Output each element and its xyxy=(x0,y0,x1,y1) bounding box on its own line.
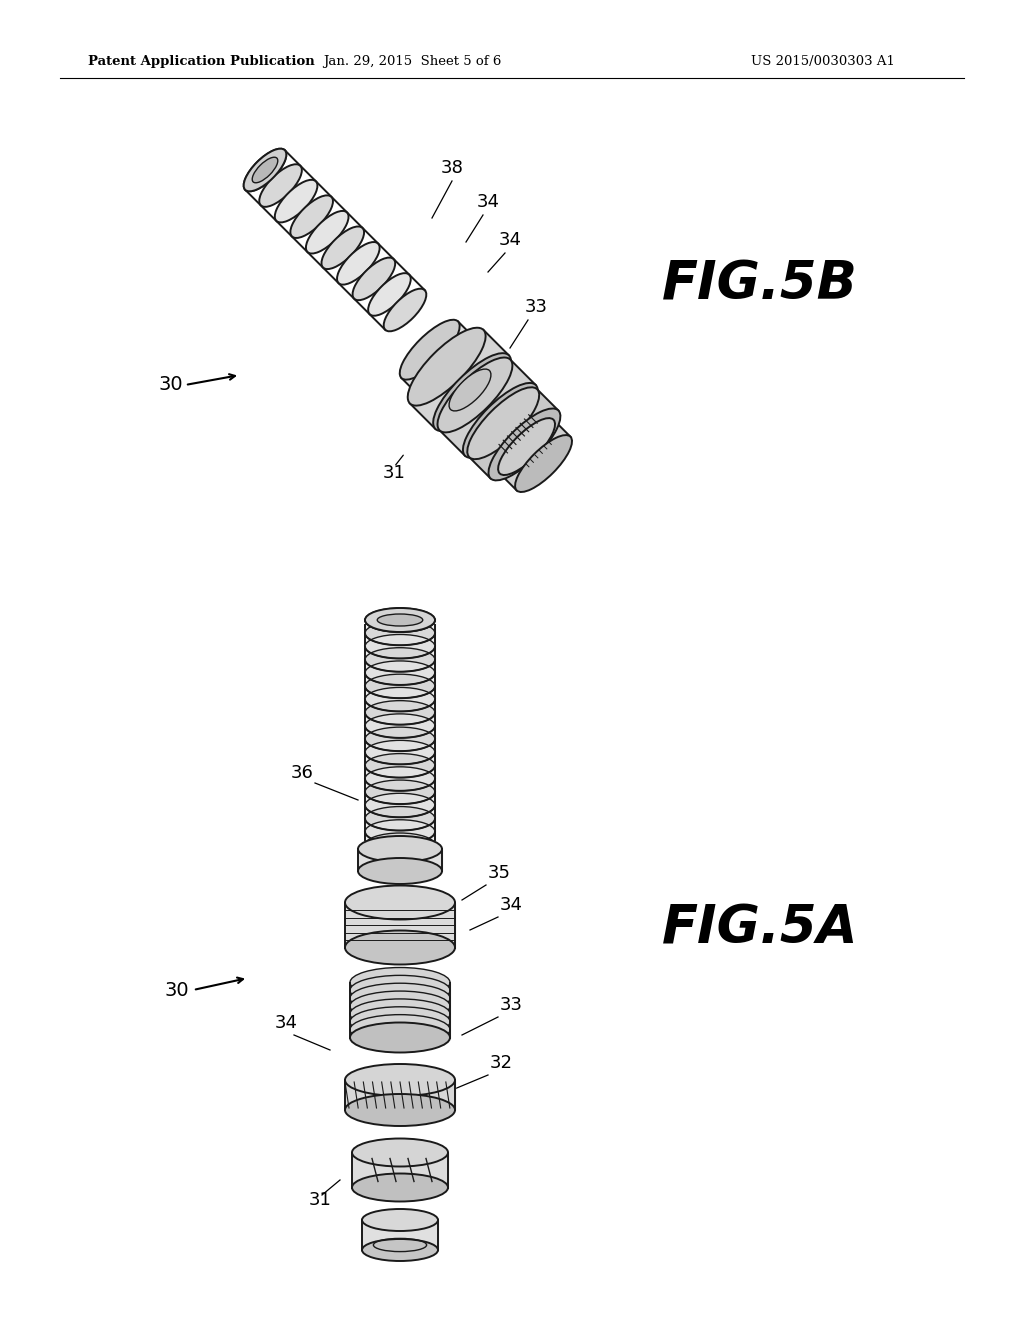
Ellipse shape xyxy=(350,983,450,1014)
Ellipse shape xyxy=(362,1209,438,1232)
Ellipse shape xyxy=(365,741,435,764)
Text: 33: 33 xyxy=(524,298,548,315)
Ellipse shape xyxy=(350,975,450,1006)
Ellipse shape xyxy=(365,648,435,672)
Text: 32: 32 xyxy=(490,1053,513,1072)
Polygon shape xyxy=(352,1152,449,1188)
Ellipse shape xyxy=(437,358,512,433)
Ellipse shape xyxy=(350,968,450,998)
Text: 35: 35 xyxy=(488,865,511,882)
Text: 30: 30 xyxy=(158,375,182,395)
Ellipse shape xyxy=(352,1138,449,1167)
Ellipse shape xyxy=(377,614,423,626)
Text: FIG.5A: FIG.5A xyxy=(662,902,858,954)
Ellipse shape xyxy=(515,436,572,492)
Ellipse shape xyxy=(365,727,435,751)
Ellipse shape xyxy=(365,833,435,857)
Polygon shape xyxy=(358,849,442,871)
Ellipse shape xyxy=(345,1064,455,1096)
Text: 30: 30 xyxy=(165,981,189,999)
Polygon shape xyxy=(439,359,536,455)
Ellipse shape xyxy=(488,408,560,480)
Ellipse shape xyxy=(365,635,435,659)
Ellipse shape xyxy=(358,858,442,884)
Ellipse shape xyxy=(365,754,435,777)
Text: 34: 34 xyxy=(499,231,521,249)
Ellipse shape xyxy=(365,688,435,711)
Ellipse shape xyxy=(450,370,490,411)
Ellipse shape xyxy=(365,714,435,738)
Ellipse shape xyxy=(365,661,435,685)
Ellipse shape xyxy=(259,164,302,207)
Ellipse shape xyxy=(350,999,450,1028)
Text: 31: 31 xyxy=(308,1191,332,1209)
Ellipse shape xyxy=(365,622,435,645)
Ellipse shape xyxy=(433,354,511,432)
Polygon shape xyxy=(401,321,475,395)
Ellipse shape xyxy=(365,767,435,791)
Ellipse shape xyxy=(365,701,435,725)
Ellipse shape xyxy=(350,1007,450,1036)
Ellipse shape xyxy=(399,319,460,380)
Polygon shape xyxy=(345,903,455,948)
Ellipse shape xyxy=(322,227,365,269)
Text: 34: 34 xyxy=(274,1014,298,1032)
Ellipse shape xyxy=(252,157,278,182)
Text: FIG.5B: FIG.5B xyxy=(663,259,858,312)
Polygon shape xyxy=(469,389,558,478)
Ellipse shape xyxy=(350,991,450,1022)
Polygon shape xyxy=(350,982,450,1038)
Ellipse shape xyxy=(244,149,287,191)
Text: 31: 31 xyxy=(383,465,406,482)
Ellipse shape xyxy=(408,327,485,405)
Text: 34: 34 xyxy=(476,193,500,211)
Ellipse shape xyxy=(345,1094,455,1126)
Ellipse shape xyxy=(350,1023,450,1052)
Ellipse shape xyxy=(365,780,435,804)
Ellipse shape xyxy=(291,195,333,238)
Ellipse shape xyxy=(467,387,540,459)
Ellipse shape xyxy=(365,793,435,817)
Text: 38: 38 xyxy=(440,158,464,177)
Ellipse shape xyxy=(365,807,435,830)
Ellipse shape xyxy=(352,1173,449,1201)
Ellipse shape xyxy=(463,383,538,458)
Ellipse shape xyxy=(417,337,476,396)
Ellipse shape xyxy=(368,273,411,315)
Ellipse shape xyxy=(365,675,435,698)
Polygon shape xyxy=(500,420,570,491)
Text: Patent Application Publication: Patent Application Publication xyxy=(88,55,314,69)
Ellipse shape xyxy=(365,820,435,843)
Polygon shape xyxy=(362,1220,438,1250)
Ellipse shape xyxy=(352,257,395,300)
Ellipse shape xyxy=(350,1015,450,1044)
Ellipse shape xyxy=(244,149,287,191)
Ellipse shape xyxy=(365,609,435,632)
Ellipse shape xyxy=(306,211,348,253)
Polygon shape xyxy=(345,1080,455,1110)
Ellipse shape xyxy=(345,886,455,920)
Text: 36: 36 xyxy=(291,764,313,781)
Ellipse shape xyxy=(498,418,555,475)
Ellipse shape xyxy=(358,836,442,862)
Text: US 2015/0030303 A1: US 2015/0030303 A1 xyxy=(752,55,895,69)
Ellipse shape xyxy=(365,609,435,632)
Text: 33: 33 xyxy=(500,997,523,1014)
Ellipse shape xyxy=(384,289,426,331)
Ellipse shape xyxy=(337,242,380,285)
Ellipse shape xyxy=(274,180,317,223)
Ellipse shape xyxy=(362,1239,438,1261)
Polygon shape xyxy=(410,330,509,429)
Text: 34: 34 xyxy=(500,896,523,913)
Text: Jan. 29, 2015  Sheet 5 of 6: Jan. 29, 2015 Sheet 5 of 6 xyxy=(323,55,501,69)
Ellipse shape xyxy=(345,931,455,965)
